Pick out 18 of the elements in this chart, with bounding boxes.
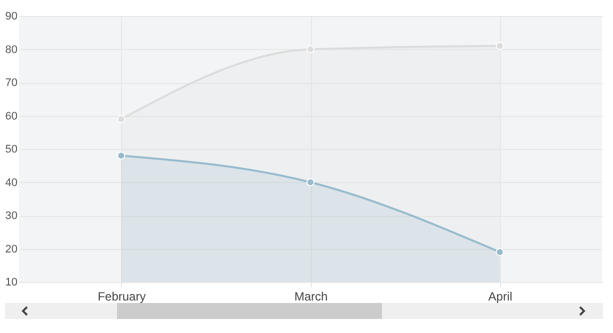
x-tick-label: March [294,290,328,304]
point [496,248,504,256]
y-tick-label: 50 [5,144,18,156]
y-tick-label: 80 [5,44,18,56]
point [117,152,126,160]
x-tick-label: April [488,290,512,304]
point [117,115,126,124]
point [306,45,315,54]
y-tick-label: 40 [5,176,18,189]
point [496,42,504,50]
y-tick-label: 70 [5,77,18,89]
y-tick-label: 60 [5,110,18,122]
point [306,178,315,186]
x-tick-label: February [98,290,146,304]
y-tick-label: 30 [5,210,18,222]
y-tick-label: 20 [5,243,18,256]
y-tick-label: 10 [5,276,18,288]
y-tick-label: 90 [5,10,18,22]
